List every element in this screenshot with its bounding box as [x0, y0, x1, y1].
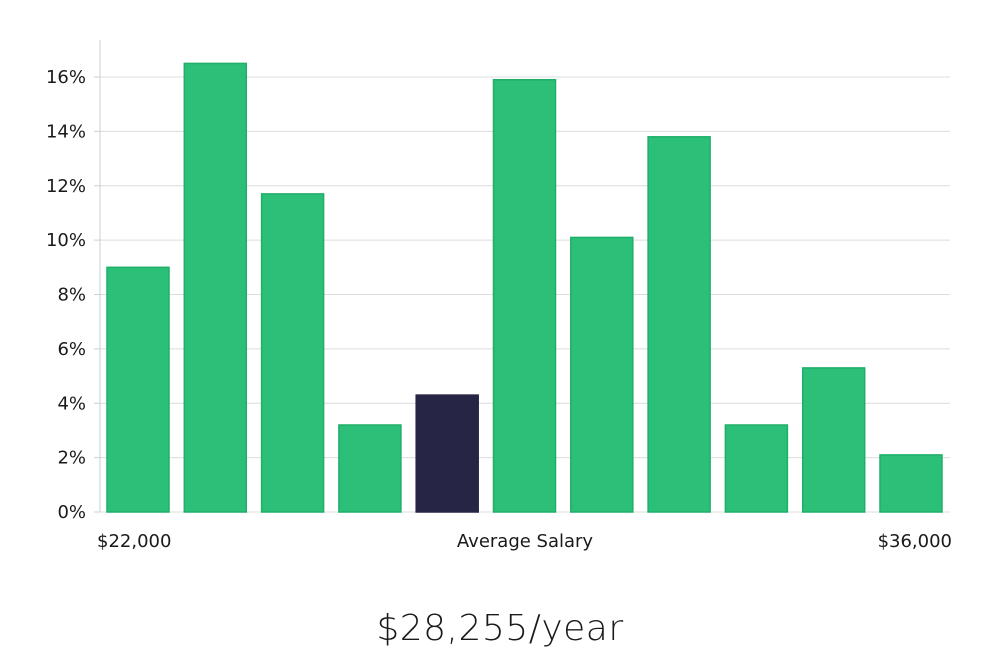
- salary-distribution-chart: 0% 2% 4% 6% 8% 10% 12% 14% 16% $22,000 Average S…: [46, 40, 952, 552]
- x-start-label: $22,000: [97, 531, 171, 552]
- bar-3: [260, 193, 325, 513]
- bar-8: [647, 136, 711, 513]
- y-tick-label: 10%: [46, 230, 86, 251]
- bar-6: [492, 78, 557, 513]
- bar-11: [879, 454, 943, 513]
- bar-4: [338, 424, 402, 513]
- y-tick-label: 12%: [46, 176, 86, 197]
- bar-2: [183, 62, 248, 513]
- bar-1: [106, 266, 170, 513]
- bars-layer: [106, 62, 943, 513]
- x-end-label: $36,000: [878, 531, 952, 552]
- y-tick-label: 8%: [57, 285, 86, 306]
- y-tick-label: 2%: [57, 448, 86, 469]
- bar-highlight-your-salary: [415, 394, 479, 513]
- y-tick-label: 14%: [46, 121, 86, 142]
- y-tick-label: 6%: [57, 339, 86, 360]
- average-salary-value: $28,255/year: [376, 608, 624, 649]
- x-axis-label: Average Salary: [457, 531, 594, 552]
- bar-9: [724, 424, 789, 513]
- y-tick-label: 16%: [46, 67, 86, 88]
- y-tick-label: 0%: [57, 502, 86, 523]
- bar-7: [570, 236, 634, 513]
- y-axis-ticks: 0% 2% 4% 6% 8% 10% 12% 14% 16%: [46, 67, 100, 523]
- bar-10: [801, 367, 866, 513]
- y-tick-label: 4%: [57, 393, 86, 414]
